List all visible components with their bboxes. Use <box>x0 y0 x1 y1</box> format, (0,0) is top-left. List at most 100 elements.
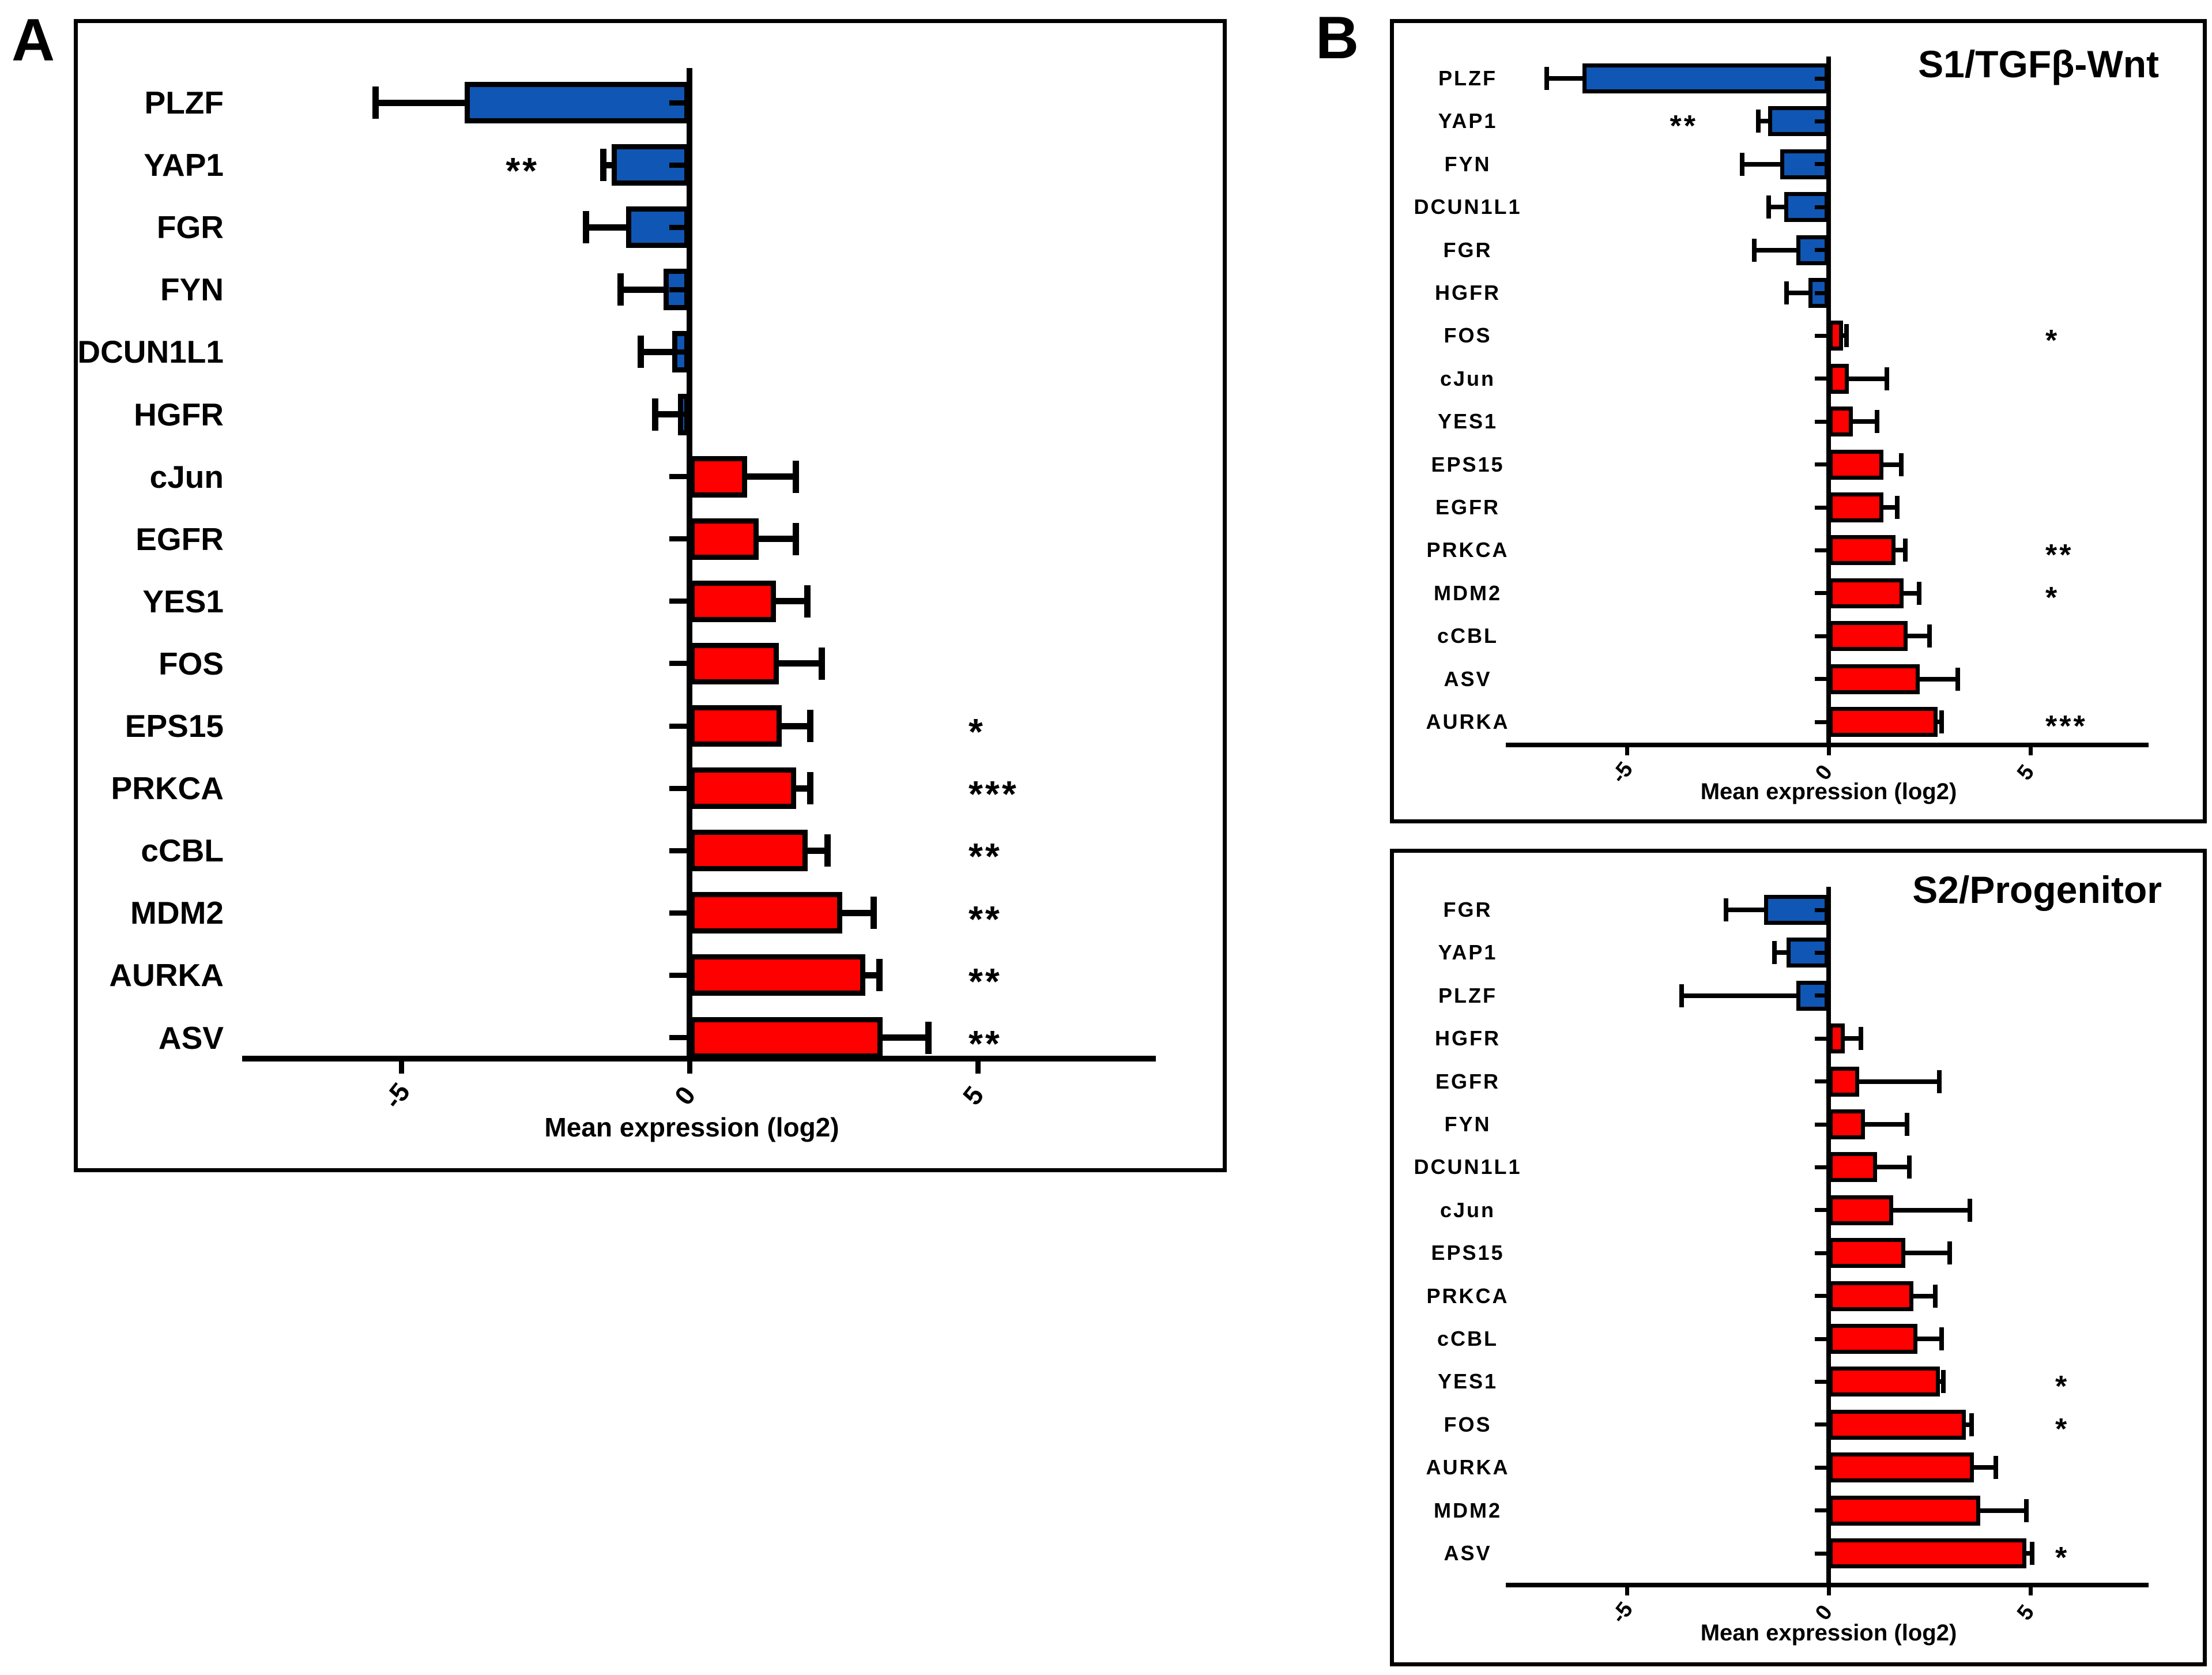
category-tick-s1-EPS15 <box>1815 462 1826 467</box>
error-whisker-s2-ASV <box>2024 1551 2034 1556</box>
x-tick-s1 <box>1625 745 1629 755</box>
category-tick-s2-ASV <box>1815 1551 1826 1556</box>
x-axis-title-s2: Mean expression (log2) <box>1700 1620 1957 1646</box>
error-whisker-a-DCUN1L1 <box>638 348 674 355</box>
gene-label-s1-PRKCA: PRKCA <box>1426 538 1509 562</box>
error-whisker-a-YES1 <box>774 598 811 605</box>
sig-stars-a-MDM2: ** <box>969 898 1002 940</box>
category-tick-a-YAP1 <box>669 162 687 168</box>
category-tick-s2-FOS <box>1815 1422 1826 1427</box>
error-whisker-s1-FGR <box>1752 247 1799 253</box>
gene-label-a-FOS: FOS <box>158 645 224 682</box>
error-cap-a-FGR <box>583 211 589 244</box>
category-tick-s2-DCUN1L1 <box>1815 1165 1826 1169</box>
error-whisker-a-EPS15 <box>779 722 813 729</box>
error-cap-s2-cJun <box>1967 1198 1972 1222</box>
bar-s2-cCBL <box>1829 1324 1917 1354</box>
error-whisker-a-EGFR <box>756 536 799 543</box>
error-cap-a-YES1 <box>804 585 811 618</box>
zero-axis-s1 <box>1826 57 1831 745</box>
error-cap-s1-HGFR <box>1784 281 1789 304</box>
error-whisker-s2-cJun <box>1891 1207 1972 1213</box>
error-whisker-s1-YES1 <box>1851 419 1879 424</box>
category-tick-s1-ASV <box>1815 677 1826 682</box>
category-tick-a-YES1 <box>669 599 687 604</box>
error-whisker-s1-PLZF <box>1544 76 1585 81</box>
bar-a-cJun <box>689 456 747 498</box>
error-whisker-a-YAP1 <box>600 161 614 168</box>
error-cap-a-AURKA <box>876 959 883 992</box>
error-cap-s2-FYN <box>1905 1113 1909 1136</box>
sig-stars-a-cCBL: ** <box>969 835 1002 878</box>
gene-label-a-FYN: FYN <box>160 272 224 308</box>
sig-stars-a-AURKA: ** <box>969 960 1002 1002</box>
error-cap-a-YAP1 <box>600 149 606 182</box>
error-whisker-s1-EPS15 <box>1881 462 1904 467</box>
bar-a-cCBL <box>689 830 808 872</box>
error-cap-a-EGFR <box>793 522 799 555</box>
x-tick-s2 <box>1826 1585 1831 1595</box>
error-whisker-a-HGFR <box>652 411 680 417</box>
gene-label-s1-EGFR: EGFR <box>1435 495 1500 519</box>
category-tick-a-FOS <box>669 661 687 667</box>
error-whisker-s2-PLZF <box>1679 993 1799 998</box>
sig-stars-a-PRKCA: *** <box>969 773 1019 815</box>
bar-s1-EPS15 <box>1829 449 1883 480</box>
gene-label-a-PLZF: PLZF <box>144 85 224 121</box>
error-whisker-a-FOS <box>777 660 825 667</box>
error-whisker-s1-HGFR <box>1784 291 1811 295</box>
error-cap-s1-cCBL <box>1927 624 1932 648</box>
sig-stars-a-ASV: ** <box>969 1022 1002 1064</box>
error-whisker-s2-PRKCA <box>1911 1293 1938 1298</box>
error-whisker-s1-MDM2 <box>1901 590 1921 596</box>
error-whisker-s2-DCUN1L1 <box>1875 1165 1912 1170</box>
category-tick-s1-cJun <box>1815 377 1826 381</box>
category-tick-s1-MDM2 <box>1815 591 1826 596</box>
x-tick-a <box>975 1059 981 1074</box>
bar-a-FOS <box>689 642 779 684</box>
bar-s2-EPS15 <box>1829 1238 1905 1269</box>
error-whisker-s1-EGFR <box>1881 505 1900 510</box>
error-cap-a-FOS <box>819 647 825 680</box>
error-cap-s2-FGR <box>1724 898 1728 921</box>
error-whisker-a-cJun <box>745 473 799 480</box>
x-axis-title-s1: Mean expression (log2) <box>1700 779 1957 805</box>
gene-label-a-cCBL: cCBL <box>141 833 224 869</box>
error-whisker-a-cCBL <box>805 847 831 854</box>
error-cap-s1-cJun <box>1885 367 1889 390</box>
error-whisker-s1-DCUN1L1 <box>1766 205 1787 210</box>
category-tick-s1-YAP1 <box>1815 119 1826 123</box>
error-whisker-s1-YAP1 <box>1756 119 1770 124</box>
bar-s1-PLZF <box>1582 63 1829 93</box>
bar-s2-AURKA <box>1829 1452 1974 1483</box>
error-cap-s2-PLZF <box>1679 984 1684 1007</box>
error-cap-a-PLZF <box>372 86 379 119</box>
chart-title-s2: S2/Progenitor <box>1912 868 2162 911</box>
gene-label-s2-EPS15: EPS15 <box>1431 1241 1505 1265</box>
category-tick-s2-EGFR <box>1815 1079 1826 1084</box>
category-tick-a-FGR <box>669 224 687 230</box>
sig-stars-s1-AURKA: *** <box>2045 710 2087 744</box>
category-tick-s1-EGFR <box>1815 505 1826 510</box>
sig-stars-s2-ASV: * <box>2055 1541 2070 1575</box>
error-cap-a-cJun <box>793 460 799 493</box>
gene-label-a-YES1: YES1 <box>142 583 224 619</box>
gene-label-s2-FOS: FOS <box>1444 1412 1492 1436</box>
gene-label-s2-FYN: FYN <box>1444 1112 1491 1136</box>
error-whisker-s1-ASV <box>1917 676 1960 682</box>
error-whisker-s2-cCBL <box>1915 1337 1944 1341</box>
category-tick-s2-HGFR <box>1815 1036 1826 1041</box>
sig-stars-s2-FOS: * <box>2055 1413 2070 1447</box>
gene-label-s1-PLZF: PLZF <box>1438 66 1497 90</box>
bar-s2-FYN <box>1829 1109 1865 1139</box>
category-tick-s2-MDM2 <box>1815 1508 1826 1513</box>
error-cap-s2-cCBL <box>1939 1327 1944 1350</box>
error-whisker-a-FGR <box>583 224 628 231</box>
category-tick-s2-PLZF <box>1815 993 1826 998</box>
category-tick-s1-FYN <box>1815 162 1826 167</box>
category-tick-a-AURKA <box>669 972 687 978</box>
error-whisker-a-MDM2 <box>840 909 877 916</box>
gene-label-a-HGFR: HGFR <box>134 396 224 432</box>
category-tick-s1-HGFR <box>1815 291 1826 295</box>
error-whisker-s1-PRKCA <box>1893 548 1908 553</box>
